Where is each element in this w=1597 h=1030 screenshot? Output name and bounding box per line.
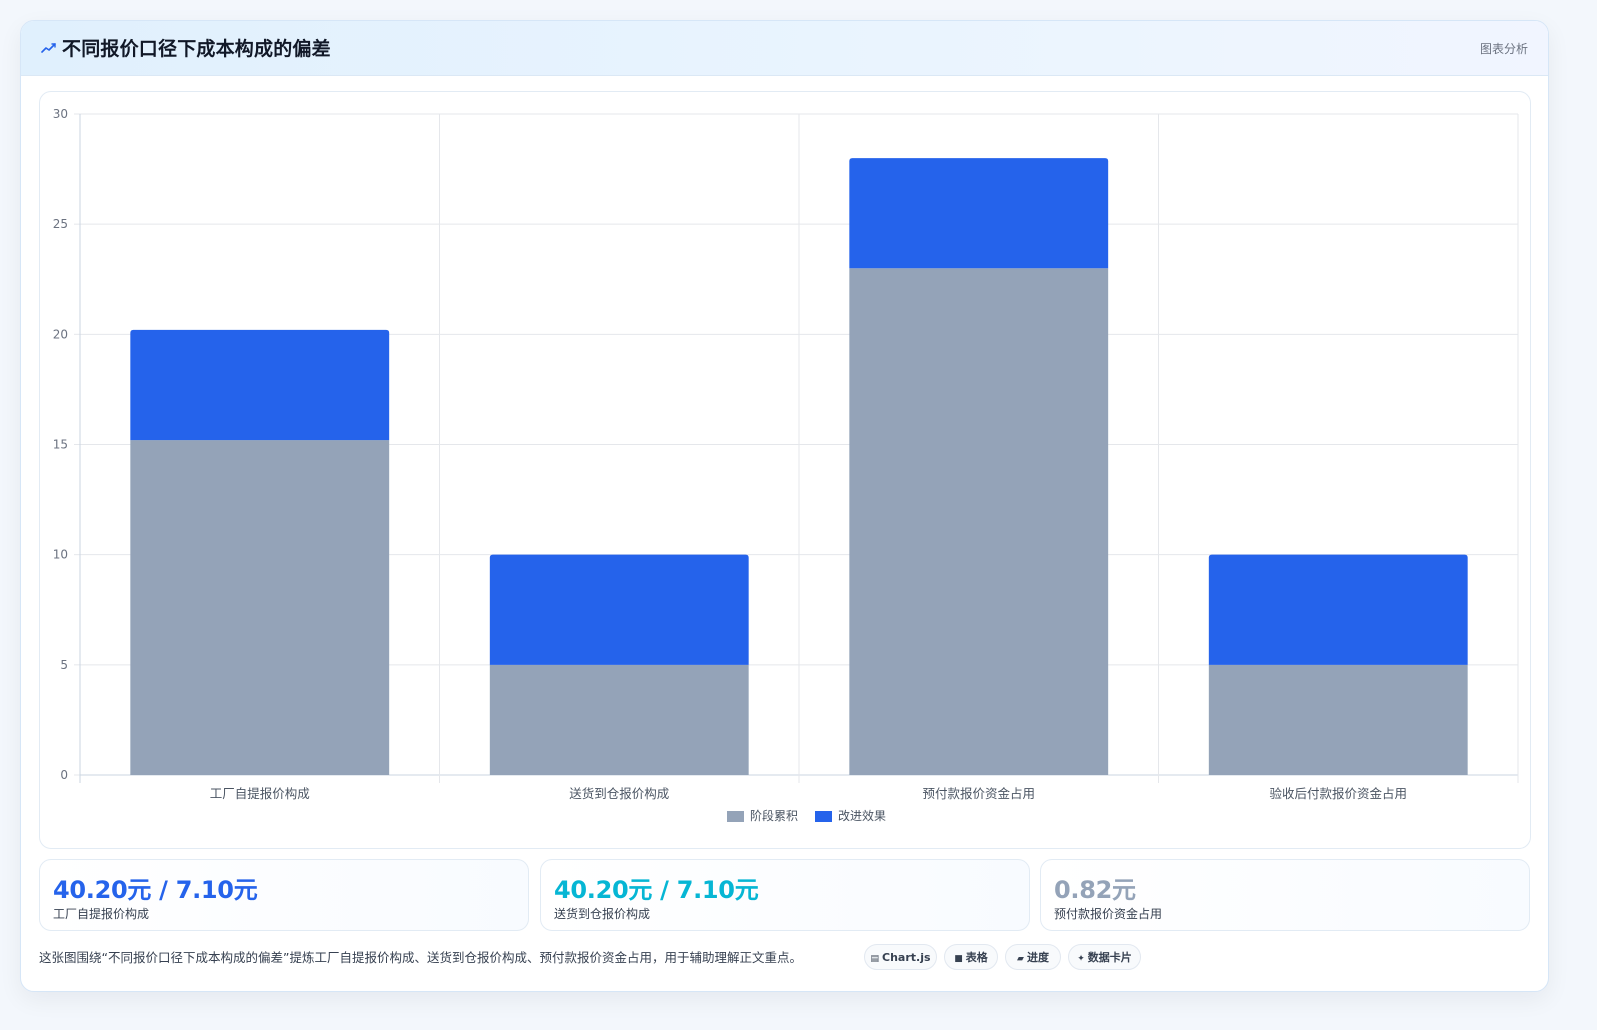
stat-label: 送货到仓报价构成 <box>554 907 651 921</box>
bar-segment <box>849 268 1109 775</box>
chip-data-card[interactable]: ✦ 数据卡片 <box>1068 944 1141 970</box>
page-title: 不同报价口径下成本构成的偏差 <box>62 38 331 60</box>
progress-icon: ▰ <box>1017 954 1024 964</box>
x-tick-label: 验收后付款报价资金占用 <box>1269 786 1407 801</box>
stat-card-prepay: 0.82元 预付款报价资金占用 <box>1040 859 1530 931</box>
stat-value: 40.20元 / 7.10元 <box>53 876 258 904</box>
stacked-bar-chart: 0 5 10 15 20 25 30 工厂自提报价构成 送货到仓报价构成 预付款报价资金占用 验收后… <box>53 107 1519 823</box>
bar-segment <box>1208 554 1468 665</box>
chip-table[interactable]: ■ 表格 <box>944 944 998 970</box>
chart-card: 不同报价口径下成本构成的偏差 图表分析 0 5 10 15 20 25 30 工厂自提报价构成… <box>20 20 1549 992</box>
stat-label: 工厂自提报价构成 <box>53 907 150 921</box>
stat-value: 0.82元 <box>1054 876 1136 904</box>
chart-panel: 0 5 10 15 20 25 30 工厂自提报价构成 送货到仓报价构成 预付款报价资金占用 验收后… <box>39 91 1531 849</box>
y-tick-label: 15 <box>53 438 68 452</box>
stat-card-delivery: 40.20元 / 7.10元 送货到仓报价构成 <box>540 859 1030 931</box>
card-header: 不同报价口径下成本构成的偏差 图表分析 <box>21 21 1548 76</box>
x-tick-label: 送货到仓报价构成 <box>569 786 669 801</box>
chip-label: 表格 <box>965 951 988 964</box>
legend-label: 阶段累积 <box>750 808 798 823</box>
stats-row: 40.20元 / 7.10元 工厂自提报价构成 40.20元 / 7.10元 送… <box>39 859 1531 931</box>
table-icon: ■ <box>954 954 963 964</box>
y-tick-label: 0 <box>60 768 68 782</box>
x-tick-label: 工厂自提报价构成 <box>210 786 310 801</box>
stat-label: 预付款报价资金占用 <box>1054 907 1163 921</box>
x-tick-label: 预付款报价资金占用 <box>922 786 1035 801</box>
chip-label: 进度 <box>1026 951 1049 964</box>
stat-value: 40.20元 / 7.10元 <box>554 876 759 904</box>
y-tick-label: 5 <box>60 658 68 672</box>
chip-label: Chart.js <box>882 951 931 964</box>
bar-segment <box>1208 664 1468 775</box>
y-tick-label: 25 <box>53 217 68 231</box>
legend-swatch <box>815 811 832 822</box>
legend-label: 改进效果 <box>838 808 886 823</box>
trend-icon <box>41 43 56 53</box>
chip-progress[interactable]: ▰ 进度 <box>1005 944 1061 970</box>
bar-segment <box>130 440 390 775</box>
y-tick-label: 20 <box>53 327 68 341</box>
bar-segment <box>489 664 749 775</box>
y-tick-label: 30 <box>53 107 68 121</box>
sparkle-icon: ✦ <box>1077 954 1085 964</box>
legend-swatch <box>727 811 744 822</box>
stat-card-factory: 40.20元 / 7.10元 工厂自提报价构成 <box>39 859 529 931</box>
bar-segment <box>489 554 749 665</box>
y-tick-label: 10 <box>53 548 68 562</box>
chip-label: 数据卡片 <box>1087 951 1132 964</box>
chart-analysis-tag[interactable]: 图表分析 <box>1479 42 1528 56</box>
chart-icon: ▤ <box>870 954 879 964</box>
chip-chartjs[interactable]: ▤ Chart.js <box>864 944 937 970</box>
bar-segment <box>130 329 390 441</box>
bar-segment <box>849 158 1109 269</box>
chart-description: 这张图围绕“不同报价口径下成本构成的偏差”提炼工厂自提报价构成、送货到仓报价构成… <box>39 950 802 965</box>
